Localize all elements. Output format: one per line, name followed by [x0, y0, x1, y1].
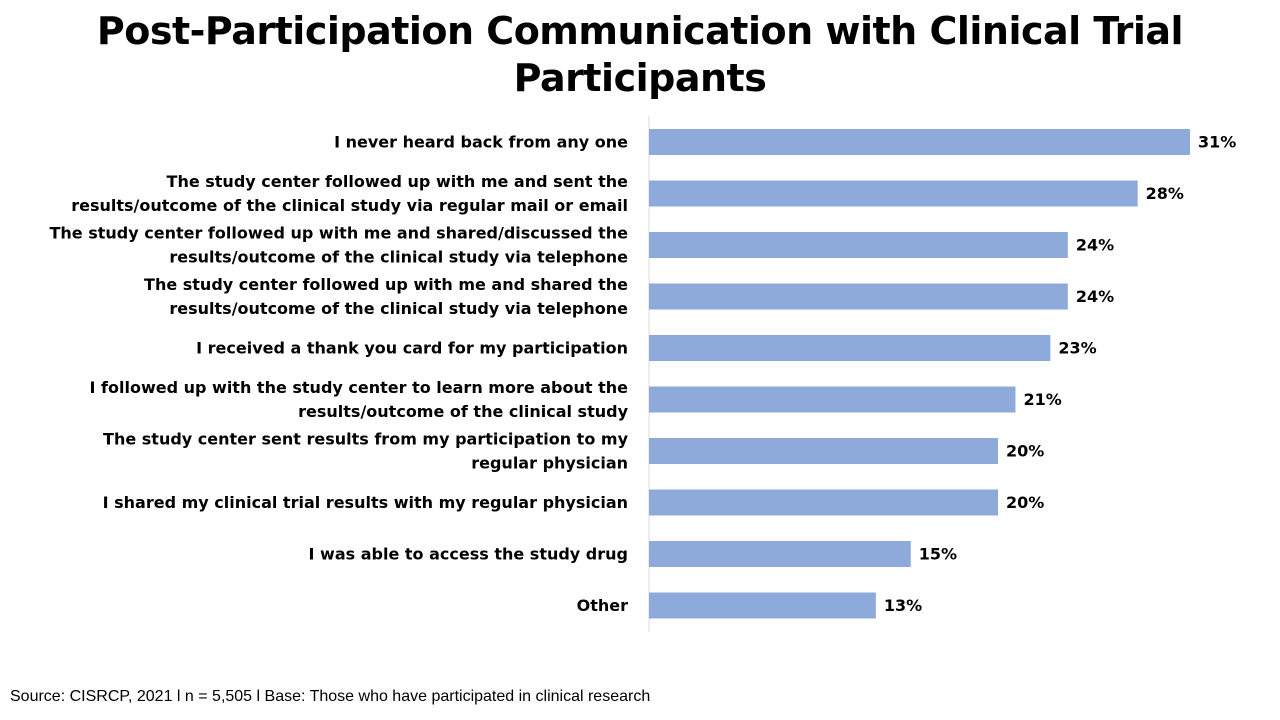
bar-1 — [649, 129, 1190, 155]
category-label-1-line-1: I never heard back from any one — [334, 133, 628, 152]
bars-group — [649, 129, 1190, 619]
category-label-8: I shared my clinical trial results with … — [103, 493, 628, 512]
category-label-5: I received a thank you card for my parti… — [196, 339, 628, 358]
bar-2 — [649, 180, 1138, 207]
category-label-10: Other — [577, 596, 628, 615]
bar-10 — [649, 592, 876, 619]
bar-5 — [649, 335, 1051, 361]
category-label-5-line-1: I received a thank you card for my parti… — [196, 339, 628, 358]
source-footnote: Source: CISRCP, 2021 l n = 5,505 l Base:… — [10, 688, 651, 705]
category-label-1: I never heard back from any one — [334, 133, 628, 152]
bar-7 — [649, 438, 999, 464]
value-label-5: 23% — [1058, 339, 1096, 358]
bar-chart: I never heard back from any one The study… — [50, 116, 1236, 632]
category-label-6-line-2: results/outcome of the clinical study — [298, 402, 628, 421]
category-label-3: The study center followed up with me and… — [50, 224, 629, 267]
category-label-2-line-1: The study center followed up with me and… — [167, 172, 629, 191]
category-label-10-line-1: Other — [577, 596, 628, 615]
category-labels-group: I never heard back from any one The study… — [50, 133, 629, 616]
category-label-3-line-2: results/outcome of the clinical study vi… — [169, 248, 628, 267]
value-label-4: 24% — [1076, 287, 1114, 306]
category-label-4: The study center followed up with me and… — [144, 275, 628, 318]
category-label-9: I was able to access the study drug — [309, 545, 628, 564]
category-label-7: The study center sent results from my pa… — [103, 430, 629, 473]
category-label-7-line-2: regular physician — [471, 454, 628, 473]
value-label-1: 31% — [1198, 133, 1236, 152]
value-label-2: 28% — [1146, 184, 1184, 203]
category-label-9-line-1: I was able to access the study drug — [309, 545, 628, 564]
category-label-4-line-1: The study center followed up with me and… — [144, 275, 628, 294]
chart-title: Post-Participation Communication with Cl… — [96, 9, 1184, 100]
category-label-6-line-1: I followed up with the study center to l… — [90, 378, 629, 397]
value-labels-group: 31% 28% 24% 24% 23% 21% 20% 20% 15% 13% — [884, 133, 1236, 616]
value-label-7: 20% — [1006, 442, 1044, 461]
category-label-3-line-1: The study center followed up with me and… — [50, 224, 629, 243]
value-label-6: 21% — [1023, 390, 1061, 409]
value-label-10: 13% — [884, 596, 922, 615]
category-label-7-line-1: The study center sent results from my pa… — [103, 430, 629, 449]
bar-9 — [649, 541, 911, 567]
bar-4 — [649, 283, 1068, 310]
category-label-6: I followed up with the study center to l… — [90, 378, 629, 421]
value-label-9: 15% — [919, 545, 957, 564]
category-label-2: The study center followed up with me and… — [71, 172, 628, 215]
bar-6 — [649, 386, 1016, 413]
category-label-8-line-1: I shared my clinical trial results with … — [103, 493, 628, 512]
value-label-3: 24% — [1076, 236, 1114, 255]
bar-3 — [649, 232, 1068, 258]
category-label-2-line-2: results/outcome of the clinical study vi… — [71, 196, 628, 215]
value-label-8: 20% — [1006, 493, 1044, 512]
bar-8 — [649, 489, 999, 516]
category-label-4-line-2: results/outcome of the clinical study vi… — [169, 299, 628, 318]
